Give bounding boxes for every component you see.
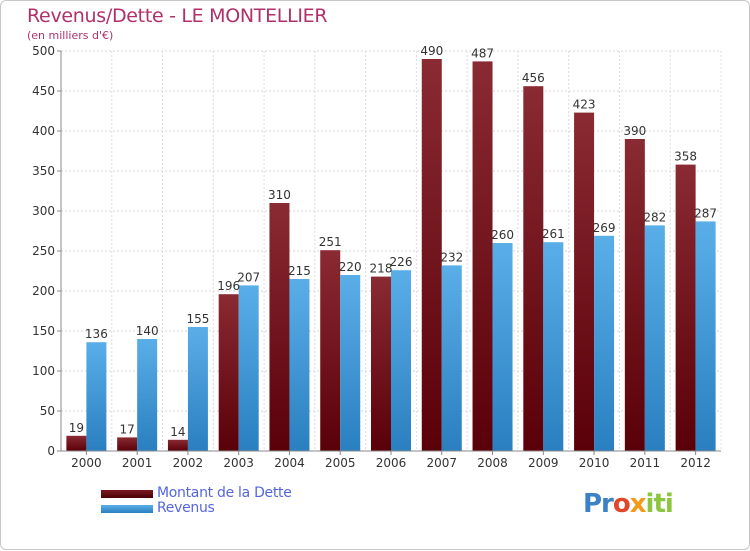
bar-revenus xyxy=(492,243,513,451)
bar-revenus xyxy=(137,339,158,451)
x-tick-label: 2008 xyxy=(477,456,508,470)
y-tick-label: 450 xyxy=(32,84,55,98)
legend-swatch-revenus xyxy=(101,505,153,513)
y-tick-label: 250 xyxy=(32,244,55,258)
bar-revenus xyxy=(340,275,361,451)
data-label-debt: 310 xyxy=(268,188,291,202)
bar-revenus xyxy=(238,285,259,451)
data-label-debt: 251 xyxy=(319,235,342,249)
bar-debt xyxy=(371,276,391,451)
x-tick-label: 2006 xyxy=(376,456,407,470)
bar-revenus xyxy=(187,327,208,451)
data-label-debt: 487 xyxy=(471,46,494,60)
data-label-debt: 14 xyxy=(170,425,185,439)
data-label-revenus: 155 xyxy=(186,312,209,326)
y-tick-label: 50 xyxy=(40,404,55,418)
data-label-debt: 17 xyxy=(120,422,135,436)
data-label-debt: 218 xyxy=(370,262,393,276)
legend-label-debt: Montant de la Dette xyxy=(157,485,292,501)
chart-title: Revenus/Dette - LE MONTELLIER xyxy=(27,5,328,27)
data-label-revenus: 260 xyxy=(491,228,514,242)
bar-debt xyxy=(472,61,493,452)
bar-debt xyxy=(523,86,544,451)
bar-debt xyxy=(117,437,138,451)
bar-debt xyxy=(421,59,442,451)
data-label-revenus: 226 xyxy=(390,255,413,269)
data-label-debt: 490 xyxy=(420,44,443,58)
x-tick-label: 2011 xyxy=(630,456,661,470)
data-label-revenus: 136 xyxy=(85,327,108,341)
bar-debt xyxy=(66,435,87,451)
bar-debt xyxy=(269,203,290,451)
y-tick-label: 150 xyxy=(32,324,55,338)
x-tick-label: 2002 xyxy=(173,456,204,470)
bar-revenus xyxy=(594,235,615,451)
data-label-revenus: 220 xyxy=(339,260,362,274)
data-label-debt: 456 xyxy=(522,71,545,85)
x-tick-label: 2009 xyxy=(528,456,559,470)
y-tick-label: 350 xyxy=(32,164,55,178)
data-label-revenus: 287 xyxy=(694,206,717,220)
data-label-revenus: 215 xyxy=(288,264,311,278)
data-label-revenus: 232 xyxy=(440,250,463,264)
x-tick-label: 2001 xyxy=(122,456,153,470)
bar-revenus xyxy=(543,242,564,451)
x-tick-label: 2004 xyxy=(274,456,305,470)
data-label-debt: 196 xyxy=(217,279,240,293)
data-label-debt: 390 xyxy=(623,124,646,138)
x-tick-label: 2010 xyxy=(579,456,610,470)
x-tick-label: 2012 xyxy=(680,456,711,470)
data-label-debt: 423 xyxy=(573,98,596,112)
y-tick-label: 500 xyxy=(32,44,55,58)
bar-debt xyxy=(167,439,188,451)
legend-swatch-debt xyxy=(101,490,153,498)
y-tick-label: 300 xyxy=(32,204,55,218)
bar-debt xyxy=(675,164,696,451)
bar-revenus xyxy=(441,265,462,451)
bar-revenus xyxy=(695,221,716,451)
data-label-revenus: 207 xyxy=(237,270,260,284)
y-tick-label: 200 xyxy=(32,284,55,298)
legend-label-revenus: Revenus xyxy=(157,500,215,516)
data-label-debt: 19 xyxy=(69,421,84,435)
data-label-debt: 358 xyxy=(674,150,697,164)
data-label-revenus: 140 xyxy=(136,324,159,338)
y-tick-label: 100 xyxy=(32,364,55,378)
data-label-revenus: 261 xyxy=(542,227,565,241)
bar-debt xyxy=(624,139,645,451)
bar-revenus xyxy=(391,270,411,451)
x-tick-label: 2003 xyxy=(223,456,254,470)
bar-debt xyxy=(320,250,341,451)
bar-revenus xyxy=(644,225,665,451)
bar-debt xyxy=(574,112,595,451)
x-tick-label: 2005 xyxy=(325,456,356,470)
y-tick-label: 400 xyxy=(32,124,55,138)
bar-debt xyxy=(218,294,239,451)
data-label-revenus: 269 xyxy=(593,221,616,235)
x-tick-label: 2000 xyxy=(71,456,102,470)
x-tick-label: 2007 xyxy=(426,456,457,470)
chart-subtitle: (en milliers d'€) xyxy=(27,29,114,42)
y-tick-label: 0 xyxy=(47,444,55,458)
bar-revenus xyxy=(86,342,107,451)
proxiti-logo: Proxiti xyxy=(583,489,674,519)
data-label-revenus: 282 xyxy=(643,210,666,224)
bar-revenus xyxy=(289,279,310,451)
